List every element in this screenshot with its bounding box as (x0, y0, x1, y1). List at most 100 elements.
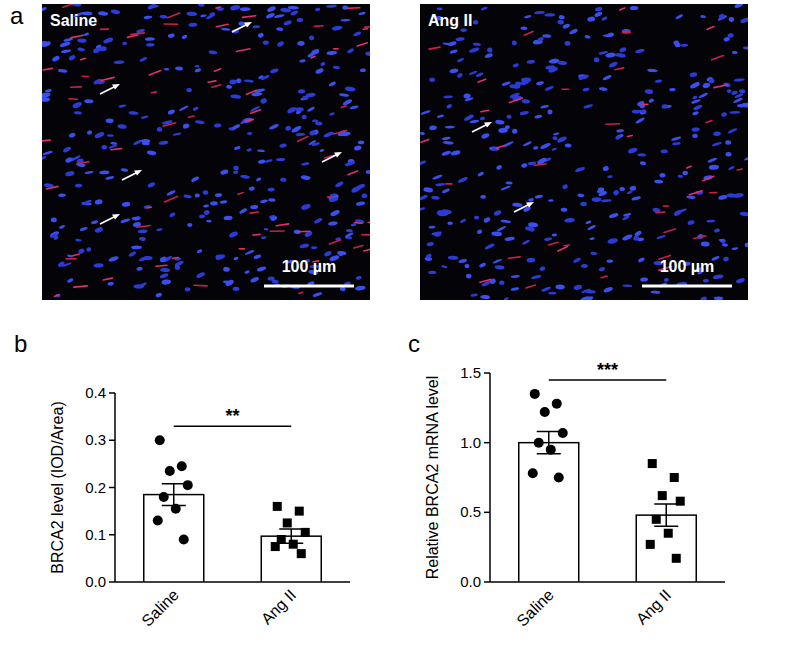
nucleus (345, 86, 356, 92)
nucleus (740, 211, 748, 216)
nucleus (146, 43, 155, 47)
nucleus (500, 185, 511, 191)
nucleus (94, 226, 104, 233)
panel-letter: b (14, 330, 27, 357)
arrow (122, 172, 138, 180)
nucleus (342, 98, 353, 106)
nucleus (505, 125, 510, 129)
nucleus (65, 170, 75, 177)
data-point (676, 497, 685, 506)
nucleus (217, 7, 224, 11)
nucleus (122, 201, 131, 207)
stain (163, 123, 176, 127)
stain (299, 292, 303, 293)
nucleus (347, 47, 355, 54)
nucleus (714, 228, 721, 233)
stain (623, 32, 631, 34)
stain (601, 276, 607, 278)
nucleus (534, 194, 543, 199)
nucleus (328, 81, 336, 87)
nucleus (714, 296, 724, 300)
arrow-head (484, 122, 492, 128)
nucleus (156, 228, 163, 232)
stain (526, 285, 536, 288)
nucleus (356, 276, 362, 281)
nucleus (519, 110, 529, 115)
nucleus (200, 14, 207, 17)
nucleus (300, 97, 308, 101)
nucleus (158, 140, 168, 145)
stain (128, 35, 138, 37)
nucleus (557, 61, 567, 66)
nucleus (601, 199, 612, 203)
nucleus (553, 132, 560, 136)
nucleus (276, 27, 284, 31)
nucleus (307, 106, 316, 113)
nucleus (300, 175, 310, 181)
nucleus (256, 177, 262, 182)
nucleus (270, 215, 278, 222)
nucleus (528, 198, 534, 202)
nucleus (233, 165, 239, 171)
stain (156, 264, 167, 267)
nucleus (692, 111, 699, 116)
data-point (558, 428, 568, 438)
nucleus (475, 72, 483, 78)
nucleus (615, 135, 621, 140)
nucleus (349, 105, 358, 110)
stain (357, 43, 367, 46)
data-point (552, 399, 562, 409)
nucleus (94, 131, 105, 140)
y-tick-label: 0.4 (85, 384, 106, 401)
stain (63, 4, 73, 7)
nucleus (593, 57, 599, 63)
nucleus (311, 142, 320, 147)
nucleus (580, 295, 592, 300)
stain (524, 31, 533, 35)
nucleus (672, 142, 681, 146)
nucleus (94, 199, 103, 205)
nucleus (139, 56, 147, 62)
nucleus (420, 207, 425, 211)
data-point (530, 389, 540, 399)
nucleus (159, 256, 167, 263)
nucleus (45, 88, 52, 92)
nucleus (580, 202, 587, 207)
nucleus (360, 68, 366, 72)
nucleus (233, 287, 240, 291)
nucleus (205, 12, 215, 20)
nucleus (432, 174, 443, 180)
nucleus (689, 81, 701, 90)
y-tick-label: 0.1 (85, 526, 106, 543)
nucleus (265, 12, 275, 19)
nucleus (420, 109, 430, 115)
arrow (232, 24, 248, 32)
nucleus (562, 23, 571, 29)
nucleus (556, 135, 567, 143)
stain (69, 98, 77, 100)
nucleus (619, 187, 625, 192)
arrow (514, 204, 530, 212)
nucleus (230, 4, 241, 11)
micrograph (420, 4, 748, 300)
nucleus (159, 273, 169, 279)
nucleus (731, 247, 738, 251)
nucleus (107, 134, 114, 137)
nucleus (481, 132, 490, 139)
nucleus (194, 193, 200, 198)
nucleus (186, 88, 192, 92)
nucleus (496, 164, 503, 170)
nucleus (191, 175, 200, 182)
nucleus (691, 98, 701, 104)
arrow (100, 216, 116, 224)
nucleus (470, 119, 480, 123)
nucleus (320, 61, 326, 66)
nucleus (118, 104, 126, 108)
nucleus (512, 63, 519, 69)
nucleus (602, 166, 609, 172)
nucleus (511, 287, 520, 291)
nucleus (512, 40, 517, 45)
nucleus (231, 123, 240, 130)
nucleus (589, 237, 595, 240)
nucleus (173, 132, 182, 136)
